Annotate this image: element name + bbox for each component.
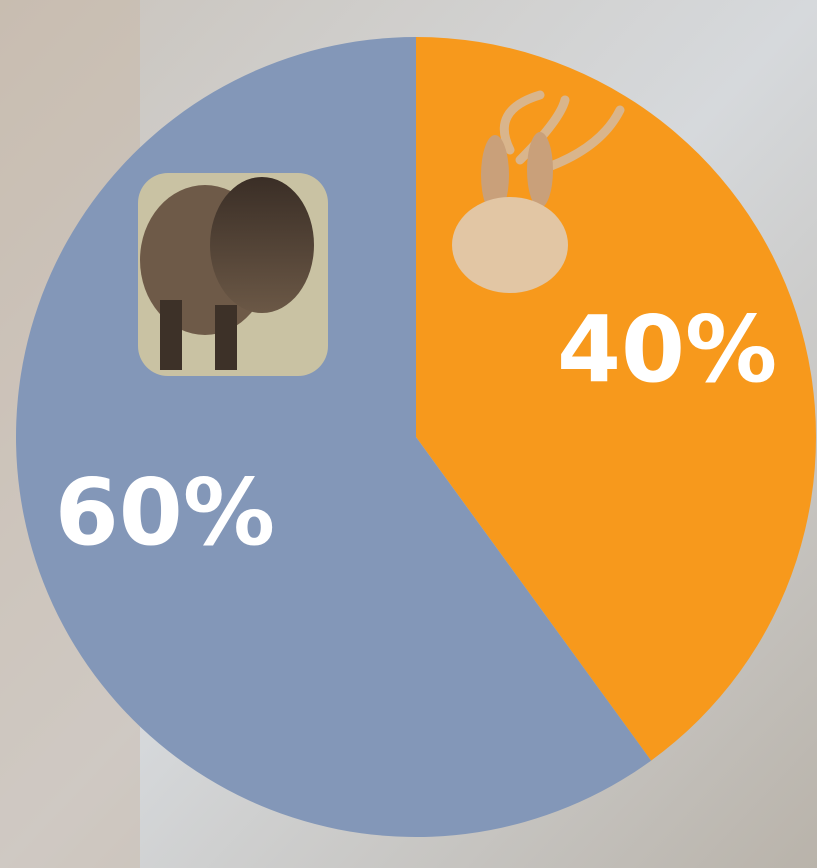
value-label: 60% — [55, 459, 275, 566]
pie — [15, 37, 816, 837]
bison-icon — [138, 173, 328, 376]
labels: 40% 60% — [55, 296, 777, 566]
value-label: 40% — [557, 296, 777, 403]
jackalope-icon — [452, 90, 625, 293]
